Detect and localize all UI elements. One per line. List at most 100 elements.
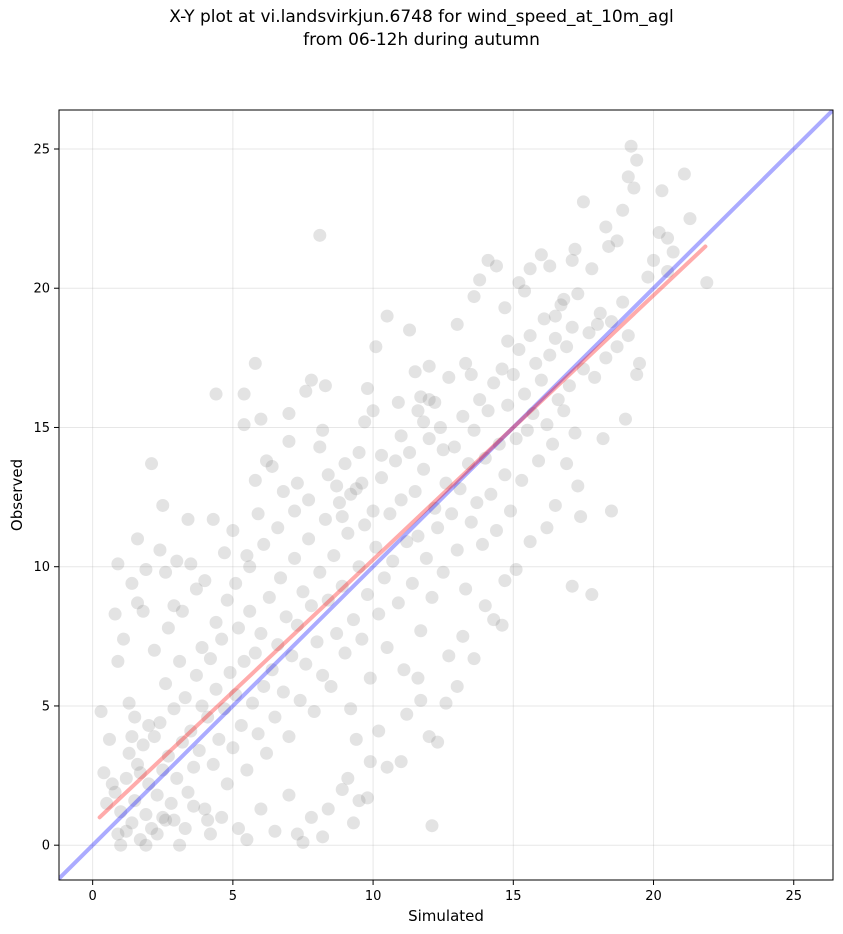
data-point (254, 412, 268, 426)
data-point (543, 348, 557, 362)
data-point (299, 384, 313, 398)
data-point (489, 259, 503, 273)
data-point (184, 557, 198, 571)
data-point (425, 819, 439, 833)
data-point (304, 599, 318, 613)
data-point (321, 802, 335, 816)
data-point (290, 827, 304, 841)
data-point (565, 253, 579, 267)
data-point (422, 730, 436, 744)
data-point (568, 242, 582, 256)
data-point (274, 571, 288, 585)
x-tick-label: 10 (365, 889, 382, 904)
data-point (543, 259, 557, 273)
data-point (487, 376, 501, 390)
data-point (240, 833, 254, 847)
data-point (159, 565, 173, 579)
data-point (616, 295, 630, 309)
data-point (257, 537, 271, 551)
data-point (229, 688, 243, 702)
data-point (447, 440, 461, 454)
data-point (94, 705, 108, 719)
data-point (633, 356, 646, 370)
data-point (217, 702, 231, 716)
data-point (610, 234, 624, 248)
data-point (501, 398, 515, 412)
data-point (108, 785, 122, 799)
data-point (481, 404, 495, 418)
data-point (554, 298, 568, 312)
data-point (150, 788, 164, 802)
data-point (187, 799, 201, 813)
data-point (125, 576, 139, 590)
data-point (352, 560, 366, 574)
data-point (318, 512, 332, 526)
data-point (248, 646, 262, 660)
data-point (248, 356, 262, 370)
identity-line (59, 110, 833, 880)
data-point (461, 457, 475, 471)
data-point (131, 532, 145, 546)
data-point (114, 805, 128, 819)
data-point (473, 273, 487, 287)
data-point (512, 342, 526, 356)
data-point (571, 287, 585, 301)
data-point (391, 395, 405, 409)
data-point (243, 604, 257, 618)
data-point (526, 407, 540, 421)
data-point (433, 420, 447, 434)
data-point (411, 529, 425, 543)
data-point (119, 771, 133, 785)
data-point (344, 487, 358, 501)
data-point (170, 554, 184, 568)
data-point (198, 802, 212, 816)
data-point (346, 613, 360, 627)
data-point (487, 613, 501, 627)
x-tick-label: 0 (89, 889, 97, 904)
data-point (251, 507, 265, 521)
data-point (111, 557, 125, 571)
data-point (290, 618, 304, 632)
data-point (624, 139, 638, 153)
data-point (360, 791, 374, 805)
data-point (254, 802, 268, 816)
data-point (153, 716, 167, 730)
data-point (125, 816, 139, 830)
data-point (548, 498, 562, 512)
data-point (546, 437, 560, 451)
data-point (375, 448, 388, 462)
data-point (621, 170, 635, 184)
reference-lines (59, 110, 833, 880)
data-point (220, 593, 234, 607)
data-point (240, 549, 254, 563)
data-point (349, 482, 363, 496)
data-point (391, 596, 405, 610)
data-point (428, 501, 442, 515)
data-point (136, 738, 150, 752)
data-point (372, 607, 386, 621)
data-point (316, 830, 330, 844)
data-point (599, 351, 613, 365)
data-point (108, 607, 122, 621)
data-point (380, 309, 394, 323)
data-point (321, 468, 335, 482)
data-point (170, 771, 184, 785)
data-point (453, 482, 467, 496)
data-point (652, 226, 666, 240)
data-point (551, 393, 565, 407)
data-point (540, 521, 554, 535)
data-point (268, 824, 282, 838)
data-point (209, 387, 223, 401)
data-point (627, 181, 641, 195)
data-point (260, 746, 274, 760)
data-point (442, 370, 456, 384)
data-point (504, 504, 517, 518)
data-point (599, 220, 613, 234)
data-point (145, 457, 159, 471)
data-point (133, 833, 147, 847)
data-point (198, 574, 212, 588)
data-point (481, 253, 495, 267)
data-point (260, 454, 274, 468)
data-point (442, 649, 456, 663)
data-point (523, 262, 537, 276)
